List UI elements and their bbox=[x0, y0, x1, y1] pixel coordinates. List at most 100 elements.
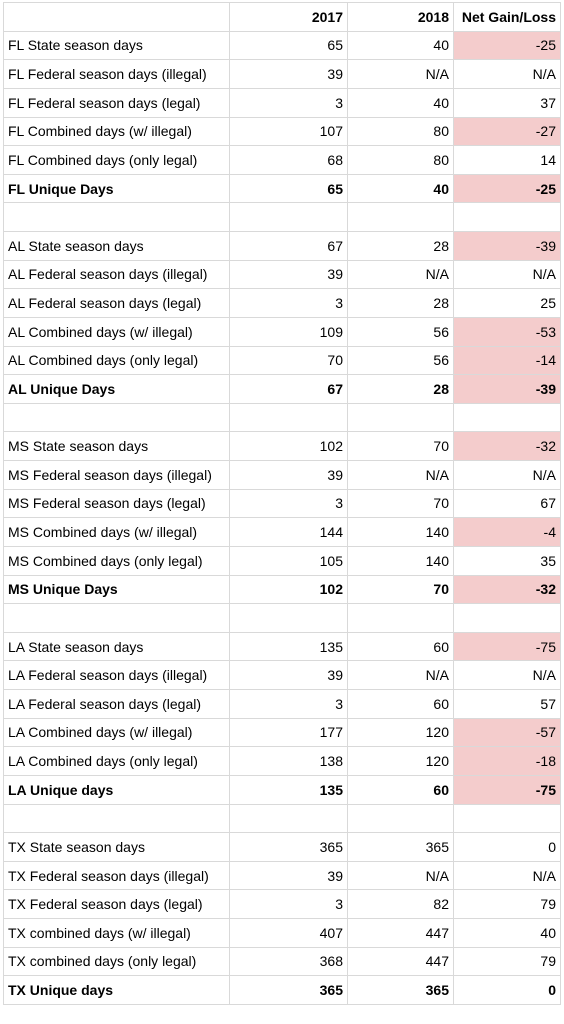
value-2018-cell[interactable]: 60 bbox=[347, 689, 454, 719]
empty-cell[interactable] bbox=[453, 402, 561, 433]
row-label-cell[interactable]: TX combined days (w/ illegal) bbox=[3, 918, 230, 948]
value-2018-cell[interactable]: 40 bbox=[347, 87, 454, 118]
value-2018-cell[interactable]: 140 bbox=[347, 545, 454, 576]
empty-cell[interactable] bbox=[229, 603, 348, 633]
net-gain-loss-cell[interactable]: 79 bbox=[453, 946, 561, 977]
header-cell-net-gain-loss[interactable]: Net Gain/Loss bbox=[453, 2, 561, 32]
value-2017-cell[interactable]: 365 bbox=[229, 975, 348, 1005]
net-gain-loss-cell[interactable]: N/A bbox=[453, 59, 561, 89]
net-gain-loss-cell[interactable]: -57 bbox=[453, 717, 561, 748]
net-gain-loss-cell[interactable]: 14 bbox=[453, 145, 561, 175]
value-2018-cell[interactable]: 70 bbox=[347, 574, 454, 605]
value-2017-cell[interactable]: 39 bbox=[229, 259, 348, 290]
value-2017-cell[interactable]: 65 bbox=[229, 30, 348, 61]
row-label-cell[interactable]: LA Combined days (w/ illegal) bbox=[3, 717, 230, 748]
value-2017-cell[interactable]: 3 bbox=[229, 488, 348, 519]
empty-cell[interactable] bbox=[229, 803, 348, 834]
empty-cell[interactable] bbox=[347, 402, 454, 433]
value-2018-cell[interactable]: 80 bbox=[347, 116, 454, 147]
net-gain-loss-cell[interactable]: 37 bbox=[453, 87, 561, 118]
net-gain-loss-cell[interactable]: N/A bbox=[453, 259, 561, 290]
net-gain-loss-cell[interactable]: -27 bbox=[453, 116, 561, 147]
net-gain-loss-cell[interactable]: 25 bbox=[453, 288, 561, 318]
row-label-cell[interactable]: TX Federal season days (legal) bbox=[3, 889, 230, 919]
value-2018-cell[interactable]: 120 bbox=[347, 717, 454, 748]
value-2017-cell[interactable]: 39 bbox=[229, 660, 348, 690]
value-2017-cell[interactable]: 68 bbox=[229, 145, 348, 175]
row-label-cell[interactable]: TX State season days bbox=[3, 832, 230, 862]
value-2018-cell[interactable]: N/A bbox=[347, 860, 454, 891]
net-gain-loss-cell[interactable]: 40 bbox=[453, 918, 561, 948]
value-2018-cell[interactable]: 56 bbox=[347, 345, 454, 376]
value-2018-cell[interactable]: 28 bbox=[347, 231, 454, 261]
net-gain-loss-cell[interactable]: 35 bbox=[453, 545, 561, 576]
row-label-cell[interactable]: FL Federal season days (illegal) bbox=[3, 59, 230, 89]
row-label-cell[interactable]: FL Unique Days bbox=[3, 173, 230, 204]
net-gain-loss-cell[interactable]: 0 bbox=[453, 832, 561, 862]
empty-cell[interactable] bbox=[347, 803, 454, 834]
value-2017-cell[interactable]: 3 bbox=[229, 689, 348, 719]
value-2017-cell[interactable]: 135 bbox=[229, 774, 348, 805]
empty-cell[interactable] bbox=[3, 603, 230, 633]
row-label-cell[interactable]: TX Unique days bbox=[3, 975, 230, 1005]
value-2018-cell[interactable]: 365 bbox=[347, 832, 454, 862]
value-2018-cell[interactable]: 80 bbox=[347, 145, 454, 175]
row-label-cell[interactable]: FL Combined days (w/ illegal) bbox=[3, 116, 230, 147]
row-label-cell[interactable]: LA State season days bbox=[3, 631, 230, 662]
row-label-cell[interactable]: AL Combined days (only legal) bbox=[3, 345, 230, 376]
row-label-cell[interactable]: MS Combined days (only legal) bbox=[3, 545, 230, 576]
value-2017-cell[interactable]: 65 bbox=[229, 173, 348, 204]
net-gain-loss-cell[interactable]: -4 bbox=[453, 517, 561, 547]
header-cell-label[interactable] bbox=[3, 2, 230, 32]
value-2017-cell[interactable]: 109 bbox=[229, 316, 348, 347]
value-2018-cell[interactable]: 447 bbox=[347, 946, 454, 977]
row-label-cell[interactable]: FL Federal season days (legal) bbox=[3, 87, 230, 118]
empty-cell[interactable] bbox=[3, 402, 230, 433]
value-2018-cell[interactable]: 447 bbox=[347, 918, 454, 948]
empty-cell[interactable] bbox=[3, 803, 230, 834]
value-2018-cell[interactable]: 365 bbox=[347, 975, 454, 1005]
header-cell-2017[interactable]: 2017 bbox=[229, 2, 348, 32]
row-label-cell[interactable]: LA Federal season days (legal) bbox=[3, 689, 230, 719]
row-label-cell[interactable]: MS Federal season days (illegal) bbox=[3, 460, 230, 490]
value-2017-cell[interactable]: 105 bbox=[229, 545, 348, 576]
value-2017-cell[interactable]: 135 bbox=[229, 631, 348, 662]
value-2018-cell[interactable]: 120 bbox=[347, 746, 454, 776]
value-2017-cell[interactable]: 3 bbox=[229, 288, 348, 318]
value-2017-cell[interactable]: 3 bbox=[229, 889, 348, 919]
value-2018-cell[interactable]: 70 bbox=[347, 488, 454, 519]
value-2018-cell[interactable]: 60 bbox=[347, 774, 454, 805]
value-2017-cell[interactable]: 107 bbox=[229, 116, 348, 147]
net-gain-loss-cell[interactable]: 0 bbox=[453, 975, 561, 1005]
net-gain-loss-cell[interactable]: -25 bbox=[453, 30, 561, 61]
value-2017-cell[interactable]: 138 bbox=[229, 746, 348, 776]
empty-cell[interactable] bbox=[229, 402, 348, 433]
value-2018-cell[interactable]: 28 bbox=[347, 288, 454, 318]
row-label-cell[interactable]: MS Unique Days bbox=[3, 574, 230, 605]
value-2017-cell[interactable]: 144 bbox=[229, 517, 348, 547]
row-label-cell[interactable]: FL State season days bbox=[3, 30, 230, 61]
value-2018-cell[interactable]: N/A bbox=[347, 259, 454, 290]
value-2018-cell[interactable]: 28 bbox=[347, 374, 454, 404]
empty-cell[interactable] bbox=[229, 202, 348, 232]
value-2018-cell[interactable]: N/A bbox=[347, 460, 454, 490]
value-2017-cell[interactable]: 102 bbox=[229, 431, 348, 461]
net-gain-loss-cell[interactable]: -39 bbox=[453, 231, 561, 261]
row-label-cell[interactable]: FL Combined days (only legal) bbox=[3, 145, 230, 175]
net-gain-loss-cell[interactable]: -75 bbox=[453, 631, 561, 662]
empty-cell[interactable] bbox=[347, 202, 454, 232]
net-gain-loss-cell[interactable]: -25 bbox=[453, 173, 561, 204]
value-2017-cell[interactable]: 70 bbox=[229, 345, 348, 376]
row-label-cell[interactable]: MS State season days bbox=[3, 431, 230, 461]
value-2018-cell[interactable]: 40 bbox=[347, 30, 454, 61]
value-2017-cell[interactable]: 102 bbox=[229, 574, 348, 605]
row-label-cell[interactable]: AL Unique Days bbox=[3, 374, 230, 404]
net-gain-loss-cell[interactable]: -14 bbox=[453, 345, 561, 376]
value-2017-cell[interactable]: 39 bbox=[229, 860, 348, 891]
value-2017-cell[interactable]: 67 bbox=[229, 374, 348, 404]
net-gain-loss-cell[interactable]: -32 bbox=[453, 431, 561, 461]
net-gain-loss-cell[interactable]: -18 bbox=[453, 746, 561, 776]
empty-cell[interactable] bbox=[3, 202, 230, 232]
net-gain-loss-cell[interactable]: -32 bbox=[453, 574, 561, 605]
net-gain-loss-cell[interactable]: -53 bbox=[453, 316, 561, 347]
